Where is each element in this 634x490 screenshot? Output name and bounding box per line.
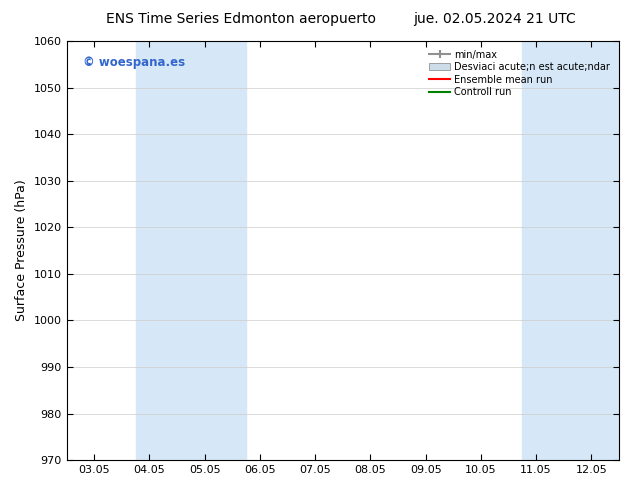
Text: ENS Time Series Edmonton aeropuerto: ENS Time Series Edmonton aeropuerto: [106, 12, 376, 26]
Y-axis label: Surface Pressure (hPa): Surface Pressure (hPa): [15, 180, 28, 321]
Bar: [136, 41, 246, 460]
Text: © woespana.es: © woespana.es: [83, 56, 185, 69]
Bar: [522, 41, 619, 460]
Legend: min/max, Desviaci acute;n est acute;ndar, Ensemble mean run, Controll run: min/max, Desviaci acute;n est acute;ndar…: [426, 47, 613, 100]
Text: jue. 02.05.2024 21 UTC: jue. 02.05.2024 21 UTC: [413, 12, 576, 26]
